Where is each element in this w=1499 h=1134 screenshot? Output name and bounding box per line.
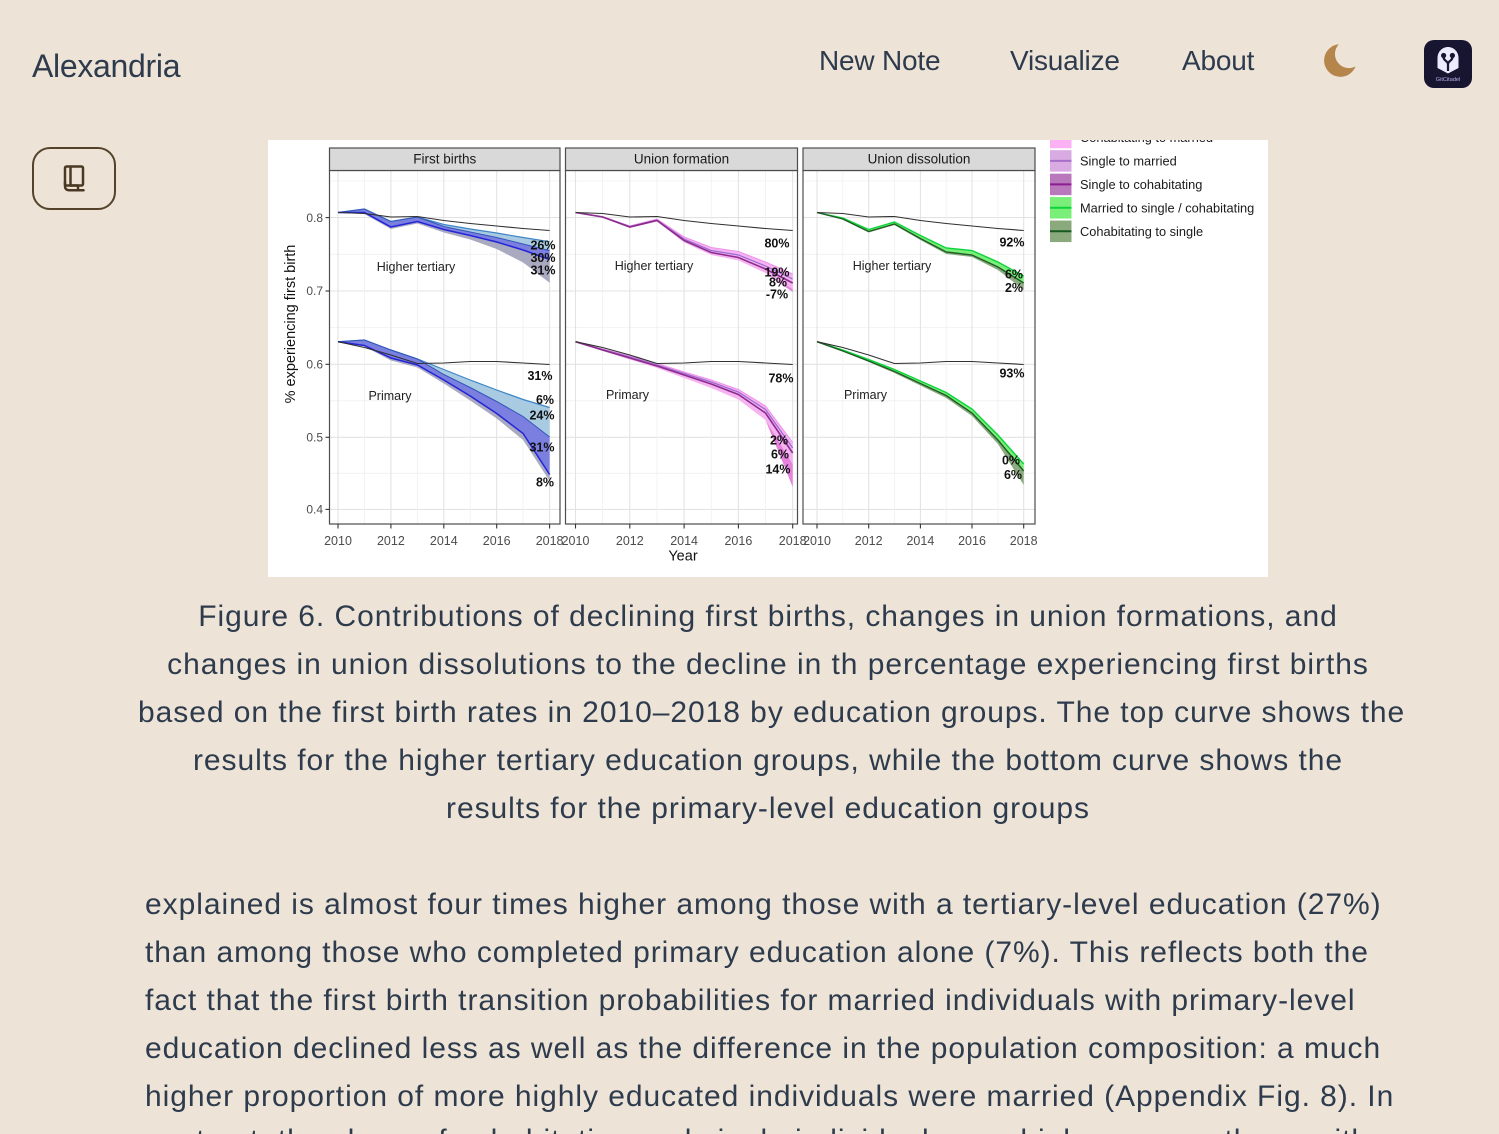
svg-text:24%: 24% bbox=[529, 408, 554, 422]
svg-text:2014: 2014 bbox=[430, 534, 458, 548]
svg-text:80%: 80% bbox=[764, 237, 789, 251]
svg-text:6%: 6% bbox=[1005, 268, 1023, 282]
svg-text:6%: 6% bbox=[536, 393, 554, 407]
svg-text:0.8: 0.8 bbox=[306, 211, 323, 225]
svg-text:0%: 0% bbox=[1002, 454, 1020, 468]
svg-text:31%: 31% bbox=[530, 264, 555, 278]
svg-text:-7%: -7% bbox=[766, 288, 788, 302]
svg-text:Year: Year bbox=[668, 549, 697, 565]
svg-text:2018: 2018 bbox=[779, 534, 807, 548]
svg-text:8%: 8% bbox=[769, 276, 787, 290]
svg-text:8%: 8% bbox=[536, 476, 554, 490]
svg-text:92%: 92% bbox=[999, 236, 1024, 250]
svg-text:Primary: Primary bbox=[368, 389, 412, 403]
svg-text:Cohabitating to married: Cohabitating to married bbox=[1080, 140, 1213, 145]
svg-text:2016: 2016 bbox=[483, 534, 511, 548]
svg-text:2012: 2012 bbox=[616, 534, 644, 548]
svg-text:93%: 93% bbox=[999, 367, 1024, 381]
svg-text:GitCitadel: GitCitadel bbox=[1436, 77, 1461, 83]
svg-text:Single to cohabitating: Single to cohabitating bbox=[1080, 177, 1202, 192]
svg-text:2010: 2010 bbox=[324, 534, 352, 548]
svg-text:2016: 2016 bbox=[958, 534, 986, 548]
svg-text:% experiencing first birth: % experiencing first birth bbox=[283, 245, 299, 404]
svg-text:Union dissolution: Union dissolution bbox=[868, 152, 971, 167]
svg-text:26%: 26% bbox=[530, 238, 555, 252]
svg-text:Union formation: Union formation bbox=[634, 152, 729, 167]
svg-text:2010: 2010 bbox=[562, 534, 590, 548]
svg-text:6%: 6% bbox=[771, 448, 789, 462]
svg-text:Single to married: Single to married bbox=[1080, 153, 1177, 168]
svg-text:19%: 19% bbox=[764, 266, 789, 280]
svg-text:2014: 2014 bbox=[906, 534, 934, 548]
svg-text:Cohabitating to single: Cohabitating to single bbox=[1080, 224, 1203, 239]
svg-text:Higher tertiary: Higher tertiary bbox=[615, 259, 694, 273]
svg-text:31%: 31% bbox=[527, 369, 552, 383]
svg-text:Primary: Primary bbox=[844, 388, 888, 402]
svg-text:6%: 6% bbox=[1004, 468, 1022, 482]
svg-text:0.6: 0.6 bbox=[306, 358, 323, 372]
svg-text:0.5: 0.5 bbox=[306, 431, 323, 445]
svg-text:2018: 2018 bbox=[1010, 534, 1038, 548]
svg-text:0.4: 0.4 bbox=[306, 503, 323, 517]
svg-text:Married to single / cohabitati: Married to single / cohabitating bbox=[1080, 200, 1254, 215]
svg-text:2016: 2016 bbox=[724, 534, 752, 548]
svg-text:2010: 2010 bbox=[803, 534, 831, 548]
svg-text:14%: 14% bbox=[765, 463, 790, 477]
svg-text:Primary: Primary bbox=[606, 388, 650, 402]
svg-text:2%: 2% bbox=[770, 434, 788, 448]
svg-text:2012: 2012 bbox=[855, 534, 883, 548]
svg-text:2012: 2012 bbox=[377, 534, 405, 548]
svg-text:0.7: 0.7 bbox=[306, 284, 323, 298]
svg-text:Higher tertiary: Higher tertiary bbox=[853, 259, 932, 273]
svg-text:31%: 31% bbox=[529, 440, 554, 454]
svg-text:2%: 2% bbox=[1005, 281, 1023, 295]
svg-text:2014: 2014 bbox=[670, 534, 698, 548]
svg-text:2018: 2018 bbox=[536, 534, 564, 548]
svg-text:30%: 30% bbox=[530, 251, 555, 265]
svg-text:First births: First births bbox=[413, 152, 476, 167]
svg-text:Higher tertiary: Higher tertiary bbox=[377, 260, 456, 274]
svg-text:78%: 78% bbox=[768, 372, 793, 386]
